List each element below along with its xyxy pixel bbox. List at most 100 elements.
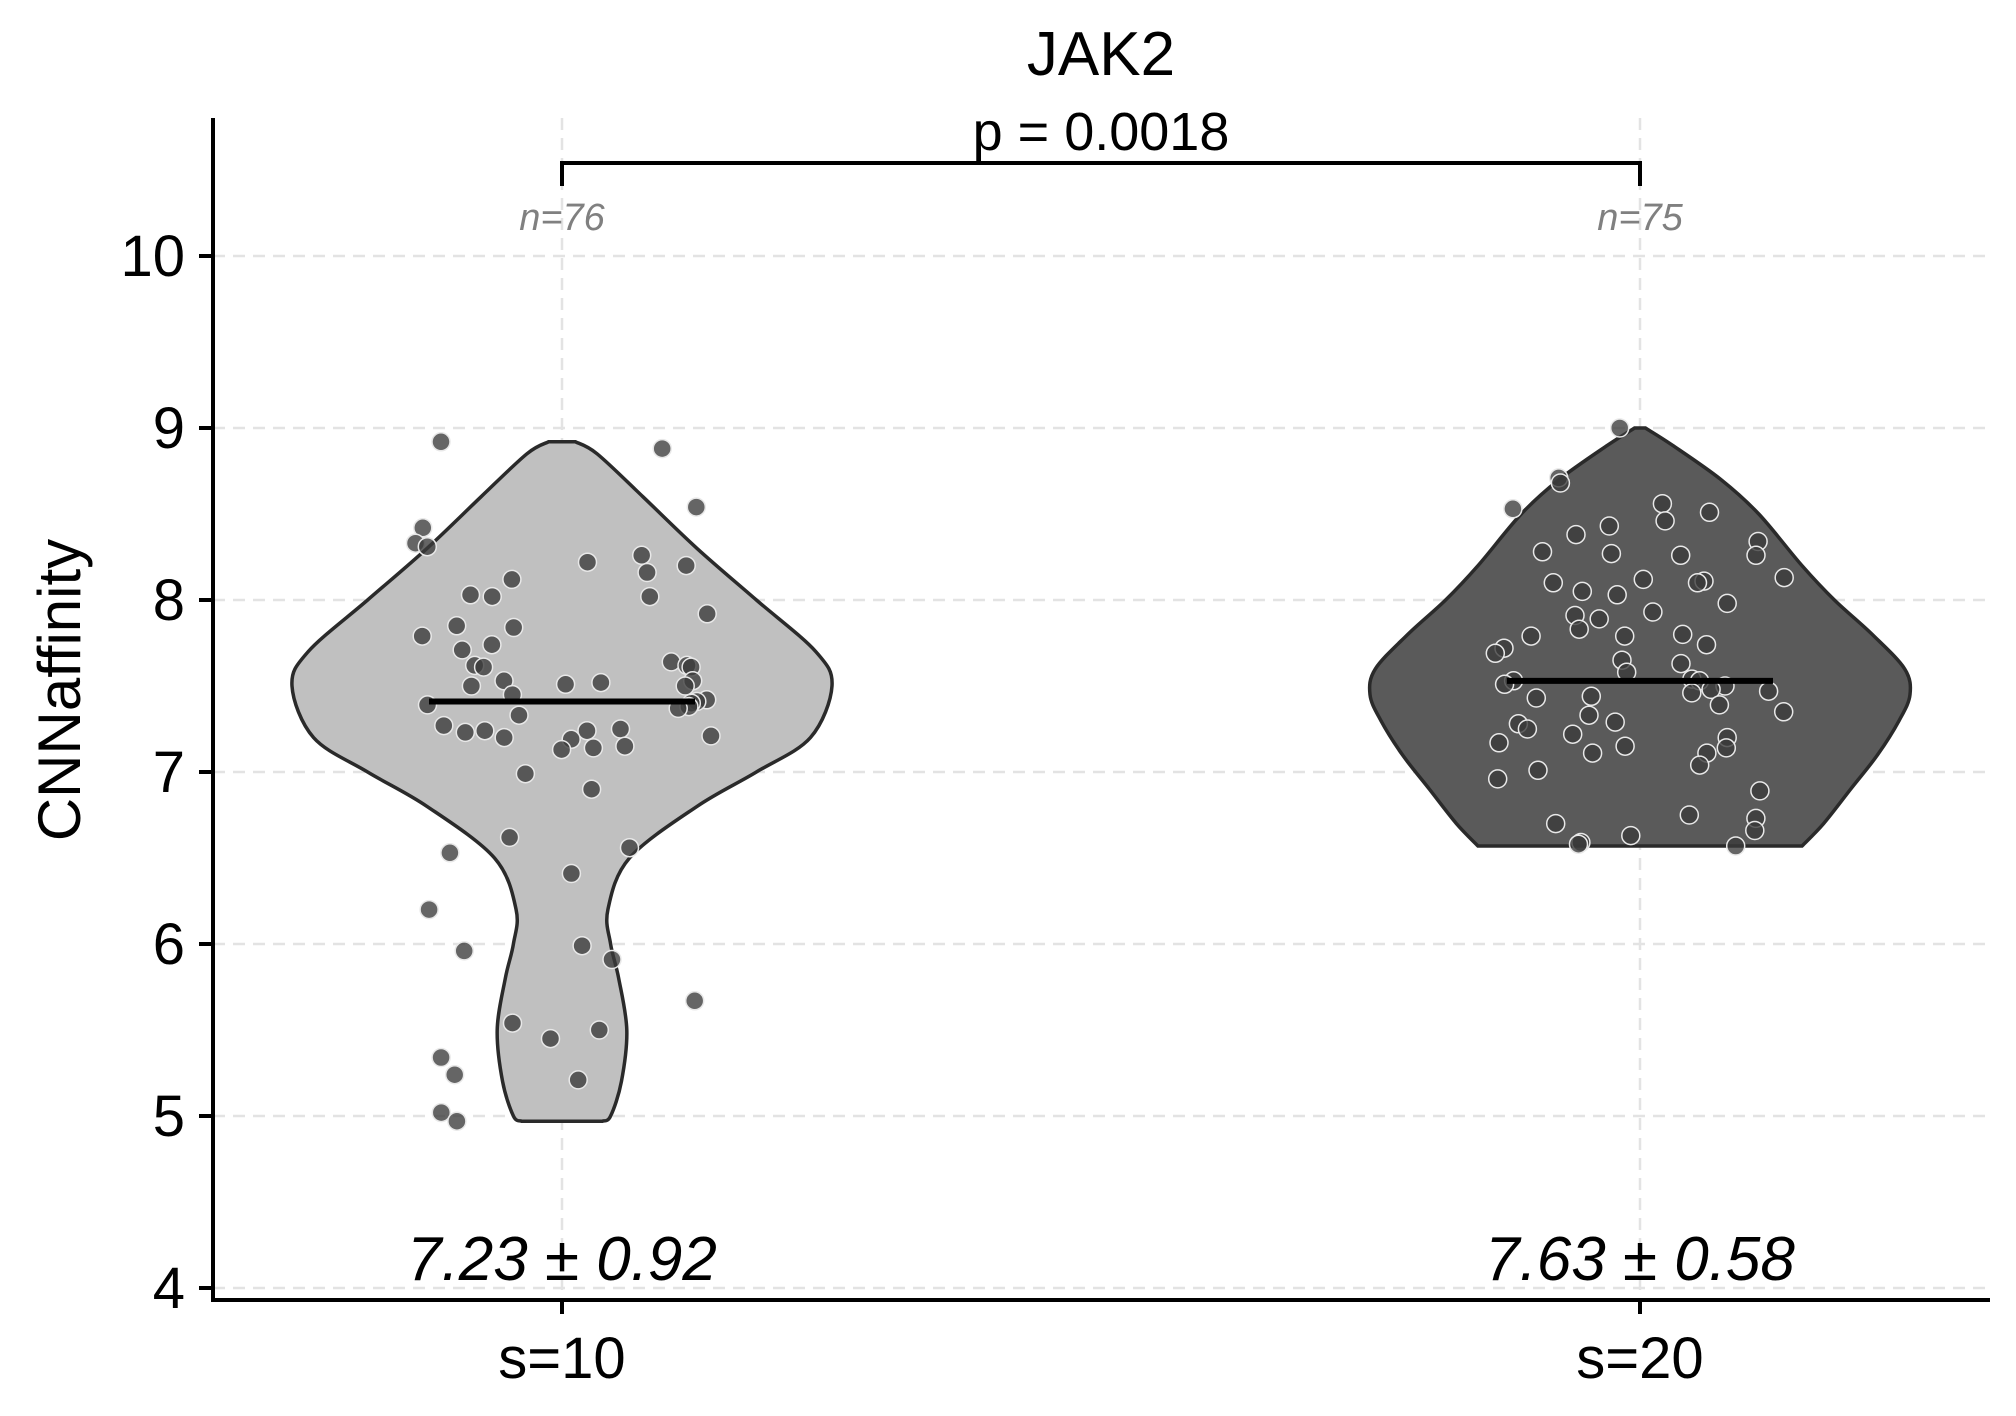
data-point <box>454 941 474 961</box>
data-point <box>431 432 451 452</box>
data-point <box>447 1111 467 1131</box>
data-point <box>1517 719 1538 739</box>
data-point <box>631 545 652 566</box>
data-point <box>1717 593 1737 614</box>
data-point <box>572 935 592 956</box>
data-point <box>515 763 536 784</box>
data-point <box>561 863 582 884</box>
significance-bracket-line <box>560 161 1642 186</box>
data-point <box>1696 634 1717 655</box>
significance-bracket: p = 0.0018 <box>560 102 1642 186</box>
data-point <box>1655 511 1675 531</box>
data-point <box>652 438 672 459</box>
data-point <box>1725 836 1746 856</box>
data-point <box>1566 524 1586 545</box>
data-point <box>419 899 439 920</box>
data-point <box>1581 686 1602 707</box>
mean-sd-label: 7.23 ± 0.92 <box>407 1225 717 1294</box>
data-point <box>1568 834 1589 854</box>
data-point <box>686 497 707 517</box>
data-point <box>610 719 631 739</box>
data-point <box>494 727 514 748</box>
x-tick-label: s=20 <box>1576 1326 1703 1391</box>
data-point <box>446 616 467 636</box>
data-point <box>502 1013 523 1033</box>
data-point <box>1572 581 1593 602</box>
data-point <box>637 562 657 583</box>
data-point <box>499 827 520 848</box>
data-point <box>1672 624 1693 645</box>
data-point <box>675 676 695 696</box>
data-point <box>1605 712 1625 732</box>
y-tick-label: 5 <box>153 1084 185 1149</box>
data-point <box>1579 705 1599 725</box>
data-point <box>440 843 460 863</box>
violin-body <box>290 440 834 1123</box>
axes <box>211 118 1990 1302</box>
data-point <box>455 722 476 743</box>
data-point <box>568 1070 588 1090</box>
mean-sd-label: 7.63 ± 0.58 <box>1485 1225 1795 1294</box>
data-point <box>1545 813 1566 834</box>
data-points <box>405 418 1794 1131</box>
x-ticks: s=10 s=20 <box>498 1300 1704 1391</box>
data-point <box>1750 781 1770 801</box>
data-point <box>615 736 635 756</box>
p-value-label: p = 0.0018 <box>973 102 1230 162</box>
data-point <box>1621 825 1641 846</box>
data-point <box>697 604 717 624</box>
data-point <box>475 720 495 741</box>
data-point <box>503 617 524 638</box>
data-point <box>1521 626 1541 646</box>
data-point <box>482 586 502 607</box>
data-point <box>540 1028 561 1049</box>
data-point <box>1633 569 1654 590</box>
data-point <box>460 585 481 605</box>
y-tick-label: 8 <box>153 568 185 633</box>
data-point <box>1671 653 1691 674</box>
data-point <box>1601 543 1622 564</box>
data-point <box>1652 493 1673 514</box>
data-point <box>431 1047 451 1068</box>
y-tick-label: 6 <box>153 912 185 977</box>
data-point <box>551 739 572 760</box>
data-point <box>676 555 696 576</box>
data-point <box>1682 683 1702 703</box>
data-point <box>1615 736 1635 756</box>
data-point <box>473 657 494 677</box>
y-axis-label: CNNaffinity <box>26 539 93 841</box>
data-point <box>1709 695 1730 715</box>
data-point <box>1774 567 1794 588</box>
data-point <box>1670 545 1691 566</box>
data-point <box>555 674 576 695</box>
data-point <box>619 837 640 858</box>
data-point <box>1562 724 1583 744</box>
data-point <box>1687 573 1708 593</box>
data-point <box>1746 545 1766 566</box>
chart-title: JAK2 <box>1027 20 1175 89</box>
data-point <box>1716 738 1737 758</box>
data-point <box>583 738 604 758</box>
data-point <box>1589 609 1609 629</box>
data-point <box>1485 643 1506 664</box>
data-point <box>1689 755 1710 775</box>
data-point <box>591 672 611 693</box>
data-point <box>417 536 438 557</box>
y-tick-label: 7 <box>153 740 185 805</box>
data-point <box>684 991 705 1011</box>
data-point <box>581 779 602 799</box>
data-point <box>1526 688 1547 708</box>
data-point <box>434 715 454 736</box>
data-point <box>577 552 598 572</box>
y-ticks: 4 5 6 7 8 9 10 <box>120 224 213 1321</box>
data-point <box>701 726 721 746</box>
data-point <box>1758 681 1779 701</box>
data-point <box>412 626 432 646</box>
data-point <box>1679 805 1700 825</box>
data-point <box>589 1020 610 1040</box>
data-point <box>1489 733 1509 753</box>
data-point <box>1532 542 1553 562</box>
data-point <box>461 676 482 696</box>
y-tick-label: 10 <box>120 224 185 289</box>
